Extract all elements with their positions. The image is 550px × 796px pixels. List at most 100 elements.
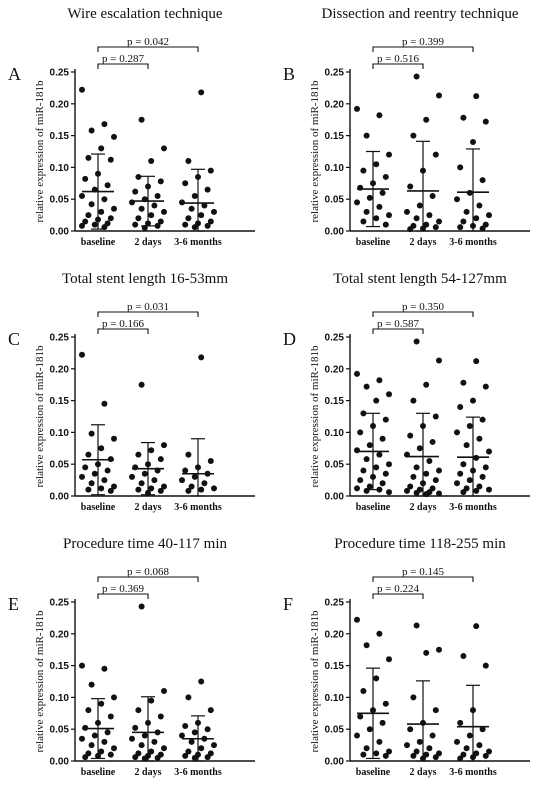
- data-point: [141, 732, 148, 739]
- data-point: [82, 754, 89, 761]
- data-point: [157, 218, 164, 225]
- data-point: [454, 196, 460, 203]
- data-point: [482, 464, 489, 471]
- data-point: [88, 201, 95, 208]
- data-point: [457, 403, 464, 410]
- data-point: [360, 167, 367, 174]
- y-tick-label: 0.05: [325, 725, 345, 736]
- y-tick-label: 0.15: [325, 396, 345, 407]
- data-point: [379, 189, 386, 196]
- data-point: [373, 750, 380, 757]
- data-point: [423, 470, 430, 477]
- data-point: [101, 400, 108, 407]
- data-point: [354, 485, 360, 492]
- p-value-label: p = 0.287: [102, 53, 144, 65]
- data-point: [85, 154, 92, 161]
- y-tick-label: 0.00: [50, 227, 70, 238]
- data-point: [454, 480, 460, 487]
- data-point: [198, 486, 205, 493]
- p-value-label: p = 0.350: [402, 301, 444, 313]
- data-point: [201, 480, 208, 487]
- data-point: [138, 742, 145, 749]
- data-point: [360, 218, 367, 225]
- y-tick-label: 0.25: [50, 68, 70, 79]
- data-point: [132, 464, 139, 471]
- data-point: [111, 435, 117, 442]
- y-tick-label: 0.20: [325, 99, 345, 110]
- significance-bracket: [97, 63, 149, 69]
- data-point: [138, 205, 145, 212]
- data-point: [79, 735, 85, 742]
- p-value-label: p = 0.145: [402, 566, 444, 578]
- data-point: [432, 707, 439, 714]
- data-point: [360, 467, 367, 474]
- data-point: [88, 480, 95, 487]
- data-point: [79, 86, 85, 93]
- data-point: [486, 748, 492, 755]
- p-value-label: p = 0.166: [102, 318, 144, 330]
- category-label: 3-6 months: [174, 237, 222, 248]
- p-value-label: p = 0.516: [377, 53, 419, 65]
- data-point: [466, 423, 473, 430]
- y-tick-label: 0.15: [325, 131, 345, 142]
- data-point: [413, 215, 420, 222]
- data-point: [466, 477, 473, 484]
- data-point: [354, 199, 360, 206]
- data-point: [91, 470, 98, 477]
- data-point: [132, 724, 139, 731]
- data-point: [360, 688, 367, 695]
- y-tick-label: 0.15: [50, 661, 70, 672]
- data-point: [476, 435, 483, 442]
- significance-bracket: [372, 63, 424, 69]
- y-axis-label: relative expression of miR-181b: [34, 80, 46, 223]
- data-point: [473, 215, 480, 222]
- category-label: 2 days: [410, 767, 437, 778]
- data-point: [82, 464, 89, 471]
- data-point: [204, 754, 211, 761]
- data-point: [429, 193, 436, 200]
- data-point: [376, 377, 383, 384]
- panel-label: B: [283, 64, 295, 84]
- y-tick-label: 0.20: [50, 99, 70, 110]
- p-value-label: p = 0.587: [377, 318, 419, 330]
- data-point: [432, 224, 439, 231]
- category-label: baseline: [356, 502, 391, 513]
- data-point: [132, 188, 139, 195]
- category-label: baseline: [81, 767, 116, 778]
- data-point: [407, 483, 414, 490]
- data-point: [460, 379, 467, 386]
- data-point: [98, 208, 105, 215]
- data-point: [135, 486, 142, 493]
- data-point: [88, 127, 95, 134]
- category-label: 2 days: [135, 767, 162, 778]
- category-label: baseline: [81, 502, 116, 513]
- data-point: [357, 429, 364, 436]
- data-point: [111, 133, 117, 140]
- y-tick-label: 0.25: [325, 68, 345, 79]
- y-tick-label: 0.10: [325, 163, 345, 174]
- data-point: [486, 212, 492, 219]
- data-point: [482, 662, 489, 669]
- data-point: [363, 208, 370, 215]
- data-point: [386, 489, 392, 496]
- data-point: [404, 208, 410, 215]
- data-point: [107, 215, 114, 222]
- data-point: [207, 218, 214, 225]
- data-point: [457, 755, 464, 762]
- data-point: [413, 622, 420, 629]
- significance-bracket: [372, 593, 424, 599]
- category-label: 2 days: [410, 502, 437, 513]
- data-point: [376, 451, 383, 458]
- data-point: [416, 445, 423, 452]
- data-point: [354, 370, 360, 377]
- data-point: [138, 381, 145, 388]
- data-point: [379, 480, 386, 487]
- data-point: [410, 752, 417, 759]
- category-label: 2 days: [410, 237, 437, 248]
- data-point: [413, 748, 420, 755]
- data-point: [436, 490, 442, 497]
